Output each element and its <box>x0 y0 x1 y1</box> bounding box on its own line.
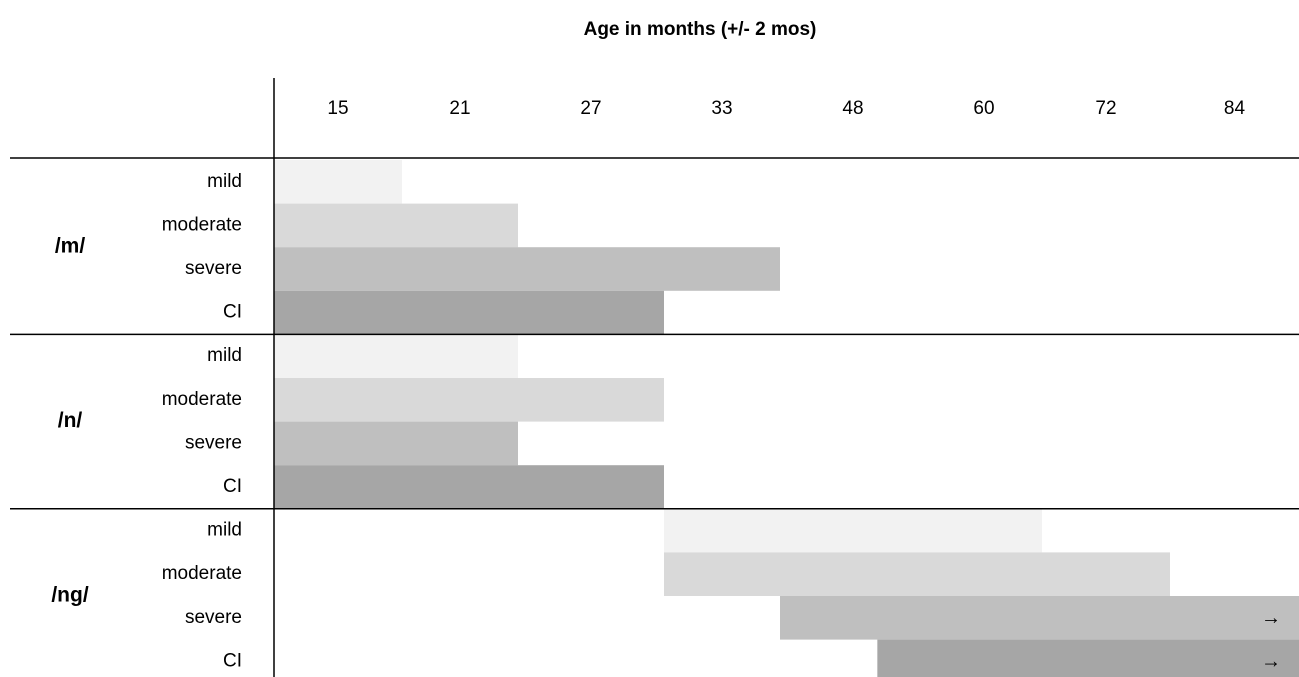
x-tick-label: 21 <box>449 98 470 119</box>
bar-m-ci <box>274 290 664 335</box>
row-label: CI <box>223 476 242 497</box>
row-label: severe <box>185 607 242 628</box>
row-label: severe <box>185 258 242 279</box>
bar-n-severe <box>274 421 518 466</box>
group-label: /n/ <box>58 409 83 432</box>
row-label: moderate <box>162 389 242 410</box>
x-tick-label: 15 <box>327 98 348 119</box>
row-label: moderate <box>162 563 242 584</box>
bar-n-ci <box>274 465 664 509</box>
x-tick-label: 72 <box>1095 98 1116 119</box>
row-label: CI <box>223 302 242 323</box>
row-label: severe <box>185 432 242 453</box>
x-tick-label: 84 <box>1224 98 1246 119</box>
bar-ng-mild <box>664 508 1042 553</box>
x-tick-label: 60 <box>973 98 994 119</box>
row-label: mild <box>207 520 242 541</box>
row-label: mild <box>207 171 242 192</box>
x-tick-label: 27 <box>580 98 601 119</box>
continues-arrow-icon: → <box>1261 607 1281 629</box>
bar-ng-ci <box>877 639 1299 677</box>
continues-arrow-icon: → <box>1261 651 1281 673</box>
bar-n-mild <box>274 334 518 378</box>
group-label: /m/ <box>55 235 86 258</box>
row-label: CI <box>223 650 242 671</box>
bar-ng-severe <box>780 596 1299 640</box>
chart-title: Age in months (+/- 2 mos) <box>584 19 817 40</box>
bar-n-moderate <box>274 378 664 422</box>
x-tick-label: 33 <box>711 98 732 119</box>
row-label: moderate <box>162 214 242 235</box>
row-label: mild <box>207 345 242 366</box>
group-label: /ng/ <box>51 584 88 607</box>
bar-m-severe <box>274 247 780 291</box>
bar-m-mild <box>274 160 402 204</box>
x-tick-label: 48 <box>842 98 863 119</box>
bar-ng-moderate <box>664 552 1170 596</box>
bar-m-moderate <box>274 203 518 248</box>
